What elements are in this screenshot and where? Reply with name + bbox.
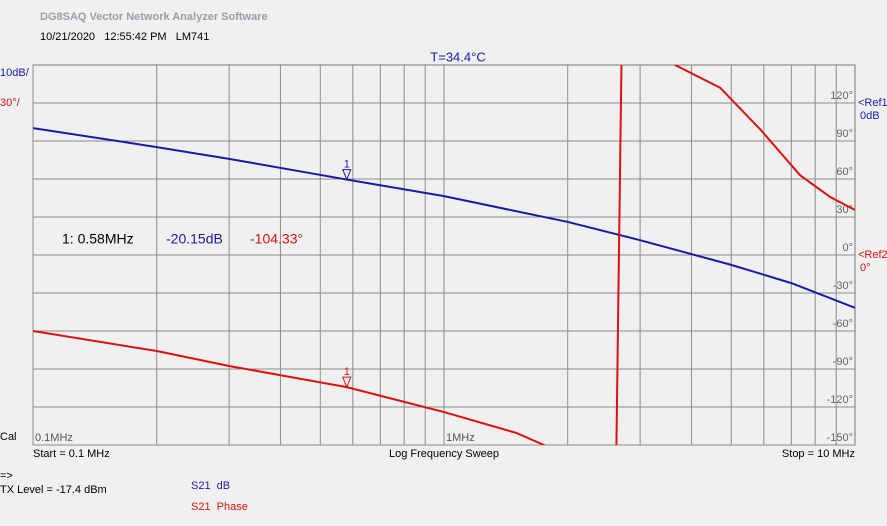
stop-label[interactable]: Stop = 10 MHz <box>782 448 855 460</box>
marker-value: -20.15dB <box>166 231 223 247</box>
cal-label[interactable]: Cal <box>0 431 17 443</box>
y2-tick-label: -60° <box>833 318 853 330</box>
app-title: DG8SAQ Vector Network Analyzer Software <box>40 11 268 23</box>
marker-number: 1 <box>344 366 350 378</box>
y2-tick-label: 60° <box>836 166 853 178</box>
y2-tick-label: 0° <box>842 242 853 254</box>
marker-value: -104.33° <box>250 231 303 247</box>
x-tick-label: 1MHz <box>446 432 475 444</box>
chart-title: T=34.4°C <box>430 49 485 64</box>
start-label[interactable]: Start = 0.1 MHz <box>33 448 110 460</box>
arrow: => <box>0 470 13 482</box>
marker-number: 1 <box>344 158 350 170</box>
plot: 0.1MHz 1MHz120°90°60°30°0°-30°-60°-90°-12… <box>32 65 887 446</box>
y2-tick-label: 90° <box>836 128 853 140</box>
y2-tick-label: -150° <box>827 432 853 444</box>
ref-value: 0° <box>860 262 871 274</box>
ref-value: 0dB <box>860 110 880 122</box>
trace <box>33 127 855 309</box>
y2-scale-label: 30°/ <box>0 97 21 109</box>
info: 10/21/2020 12:55:42 PM LM741 <box>40 31 209 43</box>
x-tick-label: 0.1MHz <box>35 432 73 444</box>
trace <box>33 65 855 445</box>
legend-entry: S21 Phase <box>191 501 248 513</box>
ref-label: <Ref2 <box>858 249 887 261</box>
ref-label: <Ref1 <box>858 97 887 109</box>
legend-entry: S21 dB <box>191 480 230 492</box>
y2-tick-label: -90° <box>833 356 853 368</box>
y2-tick-label: 120° <box>830 90 853 102</box>
tx-level[interactable]: TX Level = -17.4 dBm <box>0 484 107 496</box>
y2-tick-label: -30° <box>833 280 853 292</box>
y-scale-label: 10dB/ <box>0 67 30 79</box>
sweep-label[interactable]: Log Frequency Sweep <box>389 448 499 460</box>
marker-readout: 1: 0.58MHz <box>62 231 134 247</box>
marker-triangle <box>342 169 352 181</box>
marker-triangle <box>342 376 352 389</box>
y2-tick-label: -120° <box>827 394 853 406</box>
